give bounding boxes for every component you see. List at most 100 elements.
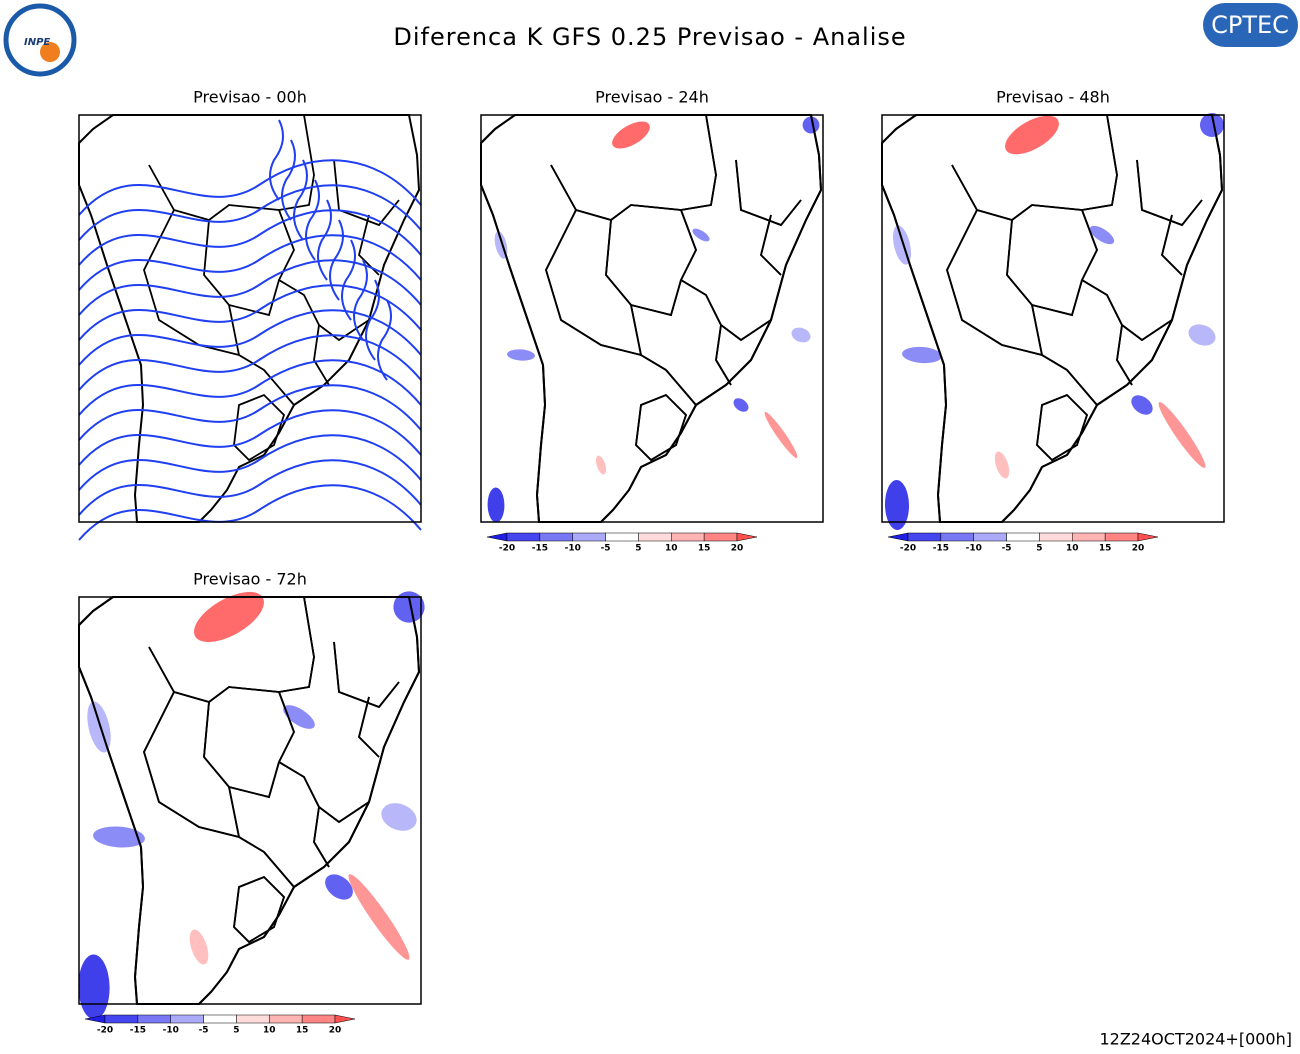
anomaly-area [93, 826, 145, 848]
colorbar-segment [334, 1014, 356, 1024]
contour-line [78, 409, 422, 466]
colorbar-label: 10 [1066, 544, 1079, 554]
colorbar-segment [203, 1014, 237, 1024]
colorbar-label: -5 [199, 1026, 209, 1036]
panel-title: Previsao - 48h [996, 88, 1110, 107]
colorbar-segment [1039, 532, 1073, 542]
contour-line [269, 119, 284, 201]
colorbar-label: 15 [296, 1026, 309, 1036]
anomaly-area [1158, 402, 1206, 468]
colorbar-segment [671, 532, 705, 542]
map-panel [480, 114, 824, 523]
cptec-logo [1203, 3, 1298, 47]
anomaly-area [507, 349, 535, 361]
colorbar-label: 10 [665, 544, 678, 554]
colorbar-segment [506, 532, 541, 542]
contour-line [341, 239, 356, 321]
contour-line [78, 459, 422, 516]
contour-line [365, 279, 380, 361]
colorbar-segment [1072, 532, 1106, 542]
colorbar-label: 5 [635, 544, 641, 554]
inpe-logo-dot [40, 42, 60, 62]
colorbar-label: 20 [1132, 544, 1145, 554]
contour-line [78, 284, 422, 341]
anomaly-area [348, 874, 410, 960]
colorbar-segment [572, 532, 606, 542]
panel-title: Previsao - 72h [193, 570, 307, 589]
map-panel [78, 114, 422, 541]
anomaly-area [1188, 324, 1216, 346]
colorbar-label: -20 [499, 544, 515, 554]
map-panel [881, 113, 1225, 530]
contour-line [78, 359, 422, 416]
anomaly-area [733, 398, 749, 412]
anomaly-area [1131, 395, 1153, 415]
colorbar-label: -15 [130, 1026, 146, 1036]
colorbar-segment [170, 1014, 204, 1024]
colorbar-label: -20 [97, 1026, 113, 1036]
panel-title: Previsao - 24h [595, 88, 709, 107]
contour-line [317, 199, 332, 281]
colorbar-label: 15 [698, 544, 711, 554]
anomaly-area [381, 803, 417, 831]
map-frame [881, 114, 1225, 523]
contour-line [78, 309, 422, 366]
colorbar-segment [301, 1014, 336, 1024]
colorbar-segment [1104, 532, 1139, 542]
colorbar-segment [703, 532, 738, 542]
colorbar-segment [605, 532, 639, 542]
anomaly-area [78, 954, 110, 1020]
colorbar-label: 5 [1036, 544, 1042, 554]
colorbar-segment [236, 1014, 270, 1024]
colorbar-label: -10 [565, 544, 581, 554]
colorbar-segment [104, 1014, 139, 1024]
colorbar-segment [907, 532, 942, 542]
contour-line [281, 139, 296, 221]
anomaly-area [902, 346, 942, 364]
map-panel [78, 591, 425, 1020]
colorbar-segment [736, 532, 758, 542]
cptec-logo-text: CPTEC [1211, 11, 1289, 39]
colorbar-segment [269, 1014, 303, 1024]
colorbar-label: 20 [731, 544, 744, 554]
colorbar-segment [973, 532, 1007, 542]
contour-line [78, 234, 422, 291]
contour-line [353, 259, 368, 341]
contour-line [78, 384, 422, 441]
main-title: Diferenca K GFS 0.25 Previsao - Analise [393, 23, 906, 51]
colorbar-label: -15 [532, 544, 548, 554]
anomaly-area [325, 874, 353, 900]
map-frame [78, 596, 422, 1005]
colorbar-label: -20 [900, 544, 916, 554]
map-frame [480, 114, 824, 523]
contour-line [329, 219, 344, 301]
colorbar-label: -5 [601, 544, 611, 554]
colorbar-segment [940, 532, 974, 542]
contour-line [78, 484, 422, 541]
inpe-logo-text: INPE [24, 37, 50, 48]
colorbar-label: -10 [163, 1026, 179, 1036]
colorbar-segment [887, 532, 909, 542]
colorbar-label: 15 [1099, 544, 1112, 554]
colorbar-label: -10 [966, 544, 982, 554]
contour-line [78, 159, 422, 216]
contour-line [377, 299, 392, 381]
panel-title: Previsao - 00h [193, 88, 307, 107]
footer: 12Z24OCT2024+[000h] [1099, 1030, 1292, 1049]
colorbar-label: 10 [263, 1026, 276, 1036]
contour-line [78, 334, 422, 391]
colorbar-segment [539, 532, 573, 542]
colorbar-segment [486, 532, 508, 542]
colorbar-label: 5 [233, 1026, 239, 1036]
contour-line [293, 159, 308, 241]
anomaly-area [884, 480, 910, 530]
colorbar-label: 20 [329, 1026, 342, 1036]
colorbar-segment [137, 1014, 171, 1024]
anomaly-area [764, 411, 798, 459]
anomaly-area [487, 487, 505, 523]
colorbar-segment [1137, 532, 1159, 542]
colorbar-segment [1006, 532, 1040, 542]
anomaly-area [791, 327, 811, 343]
contour-line [78, 259, 422, 316]
